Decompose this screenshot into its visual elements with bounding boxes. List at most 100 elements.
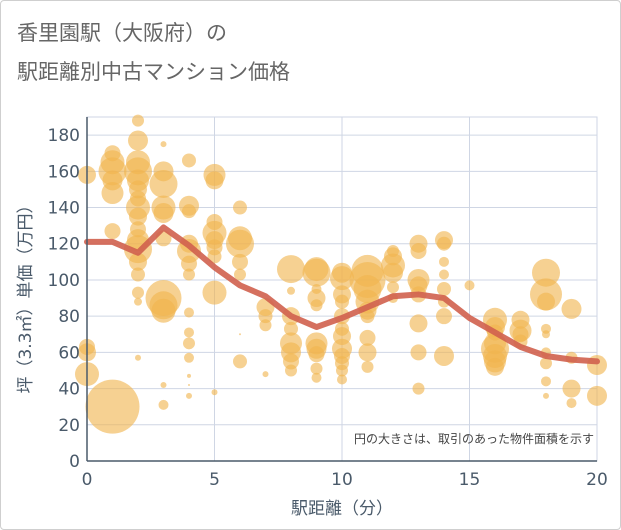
bubble-point bbox=[464, 280, 475, 291]
bubble-point bbox=[387, 281, 399, 294]
bubble-point bbox=[532, 258, 560, 287]
bubble-point bbox=[287, 286, 295, 295]
bubble-point bbox=[183, 337, 195, 350]
bubble-point bbox=[359, 329, 376, 346]
y-tick-label: 20 bbox=[58, 416, 80, 436]
bubble-point bbox=[540, 357, 552, 370]
bubble-point bbox=[277, 255, 305, 284]
bubble-point bbox=[410, 344, 427, 361]
bubble-point bbox=[187, 373, 191, 378]
bubble-point bbox=[239, 333, 241, 336]
axes: 0 20 40 60 80 100 120 140 160 180 0 5 10 15 20 bbox=[48, 117, 608, 490]
bubble-point bbox=[566, 398, 577, 409]
bubble-point bbox=[149, 169, 178, 198]
bubble-point bbox=[184, 352, 194, 363]
bubble-point bbox=[207, 249, 222, 264]
bubble-point bbox=[283, 353, 299, 370]
y-tick-label: 100 bbox=[48, 271, 80, 291]
bubble-point bbox=[335, 294, 349, 309]
size-annotation: 円の大きさは、取引のあった物件面積を示す bbox=[354, 431, 594, 446]
bubble-point bbox=[259, 319, 272, 332]
y-tick-label: 60 bbox=[58, 343, 80, 363]
bubble-point bbox=[182, 153, 196, 168]
y-tick-label: 0 bbox=[69, 452, 80, 472]
bubble-point bbox=[412, 382, 425, 395]
bubble-point bbox=[131, 267, 145, 282]
bubble-point bbox=[310, 299, 323, 312]
bubble-point bbox=[188, 383, 190, 386]
bubble-point bbox=[181, 255, 197, 272]
bubble-point bbox=[160, 141, 167, 148]
y-axis-label: 坪（3.3㎡）単価（万円） bbox=[16, 196, 36, 393]
bubble-point bbox=[135, 354, 141, 361]
bubble-point bbox=[311, 372, 322, 383]
bubble-point bbox=[104, 223, 121, 240]
bubble-point bbox=[330, 266, 354, 291]
bubble-point bbox=[410, 242, 427, 259]
y-tick-label: 160 bbox=[48, 162, 80, 182]
x-axis-label: 駅距離（分） bbox=[291, 499, 393, 519]
chart-title-line2: 駅距離別中古マンション価格 bbox=[17, 60, 290, 84]
bubble-point bbox=[232, 253, 248, 270]
bubble-point bbox=[437, 236, 451, 251]
chart-title-line1: 香里園駅（大阪府）の bbox=[17, 21, 227, 45]
bubble-point bbox=[284, 321, 298, 336]
bubble-point bbox=[537, 292, 555, 311]
bubble-point bbox=[439, 269, 449, 280]
bubble-point bbox=[226, 229, 254, 258]
bubble-point bbox=[285, 364, 297, 377]
bubble-point bbox=[310, 362, 323, 375]
bubble-point bbox=[177, 238, 201, 263]
bubble-point bbox=[186, 392, 192, 399]
bubble-point bbox=[439, 256, 449, 267]
bubble-point bbox=[542, 330, 550, 339]
bubble-point bbox=[437, 282, 451, 296]
bubble-point bbox=[151, 298, 176, 323]
x-tick-label: 20 bbox=[586, 470, 608, 490]
bubble-point bbox=[308, 346, 325, 363]
bubble-point bbox=[134, 297, 142, 306]
y-tick-label: 180 bbox=[48, 126, 80, 146]
bubble-point bbox=[434, 345, 454, 366]
bubble-point bbox=[101, 182, 124, 205]
y-tick-label: 40 bbox=[58, 380, 80, 400]
bubble-point bbox=[182, 204, 196, 219]
bubble-point bbox=[205, 171, 224, 190]
bubble-point bbox=[486, 357, 504, 376]
bubble-point bbox=[233, 354, 247, 369]
y-tick-label: 120 bbox=[48, 235, 80, 255]
bubble-point bbox=[336, 364, 348, 377]
bubble-point bbox=[262, 371, 269, 378]
y-tick-label: 140 bbox=[48, 199, 80, 219]
bubble-point bbox=[183, 268, 195, 281]
bubble-point bbox=[587, 385, 607, 406]
x-tick-label: 5 bbox=[209, 470, 220, 490]
bubble-point bbox=[541, 376, 551, 387]
bubble-point bbox=[153, 202, 174, 223]
bubble-layer bbox=[75, 114, 607, 434]
bubble-point bbox=[436, 308, 452, 325]
x-tick-label: 0 bbox=[82, 470, 93, 490]
bubble-point bbox=[184, 307, 194, 318]
bubble-point bbox=[409, 314, 428, 333]
trend-line bbox=[84, 224, 600, 365]
bubble-point bbox=[258, 309, 273, 324]
bubble-point bbox=[132, 114, 144, 127]
bubble-point bbox=[160, 381, 167, 388]
bubble-point bbox=[132, 286, 144, 299]
bubble-point bbox=[561, 298, 582, 319]
bubble-point bbox=[184, 327, 194, 338]
y-tick-label: 80 bbox=[58, 307, 80, 327]
bubble-point bbox=[129, 207, 147, 226]
bubble-point bbox=[234, 268, 246, 281]
bubble-point bbox=[358, 343, 377, 362]
bubble-point bbox=[562, 379, 581, 398]
bubble-point bbox=[302, 258, 331, 287]
bubble-point bbox=[85, 379, 140, 434]
x-tick-label: 15 bbox=[459, 470, 481, 490]
bubble-point bbox=[129, 252, 147, 271]
x-tick-label: 10 bbox=[331, 470, 353, 490]
bubble-point bbox=[360, 309, 375, 324]
bubble-point bbox=[128, 130, 148, 151]
